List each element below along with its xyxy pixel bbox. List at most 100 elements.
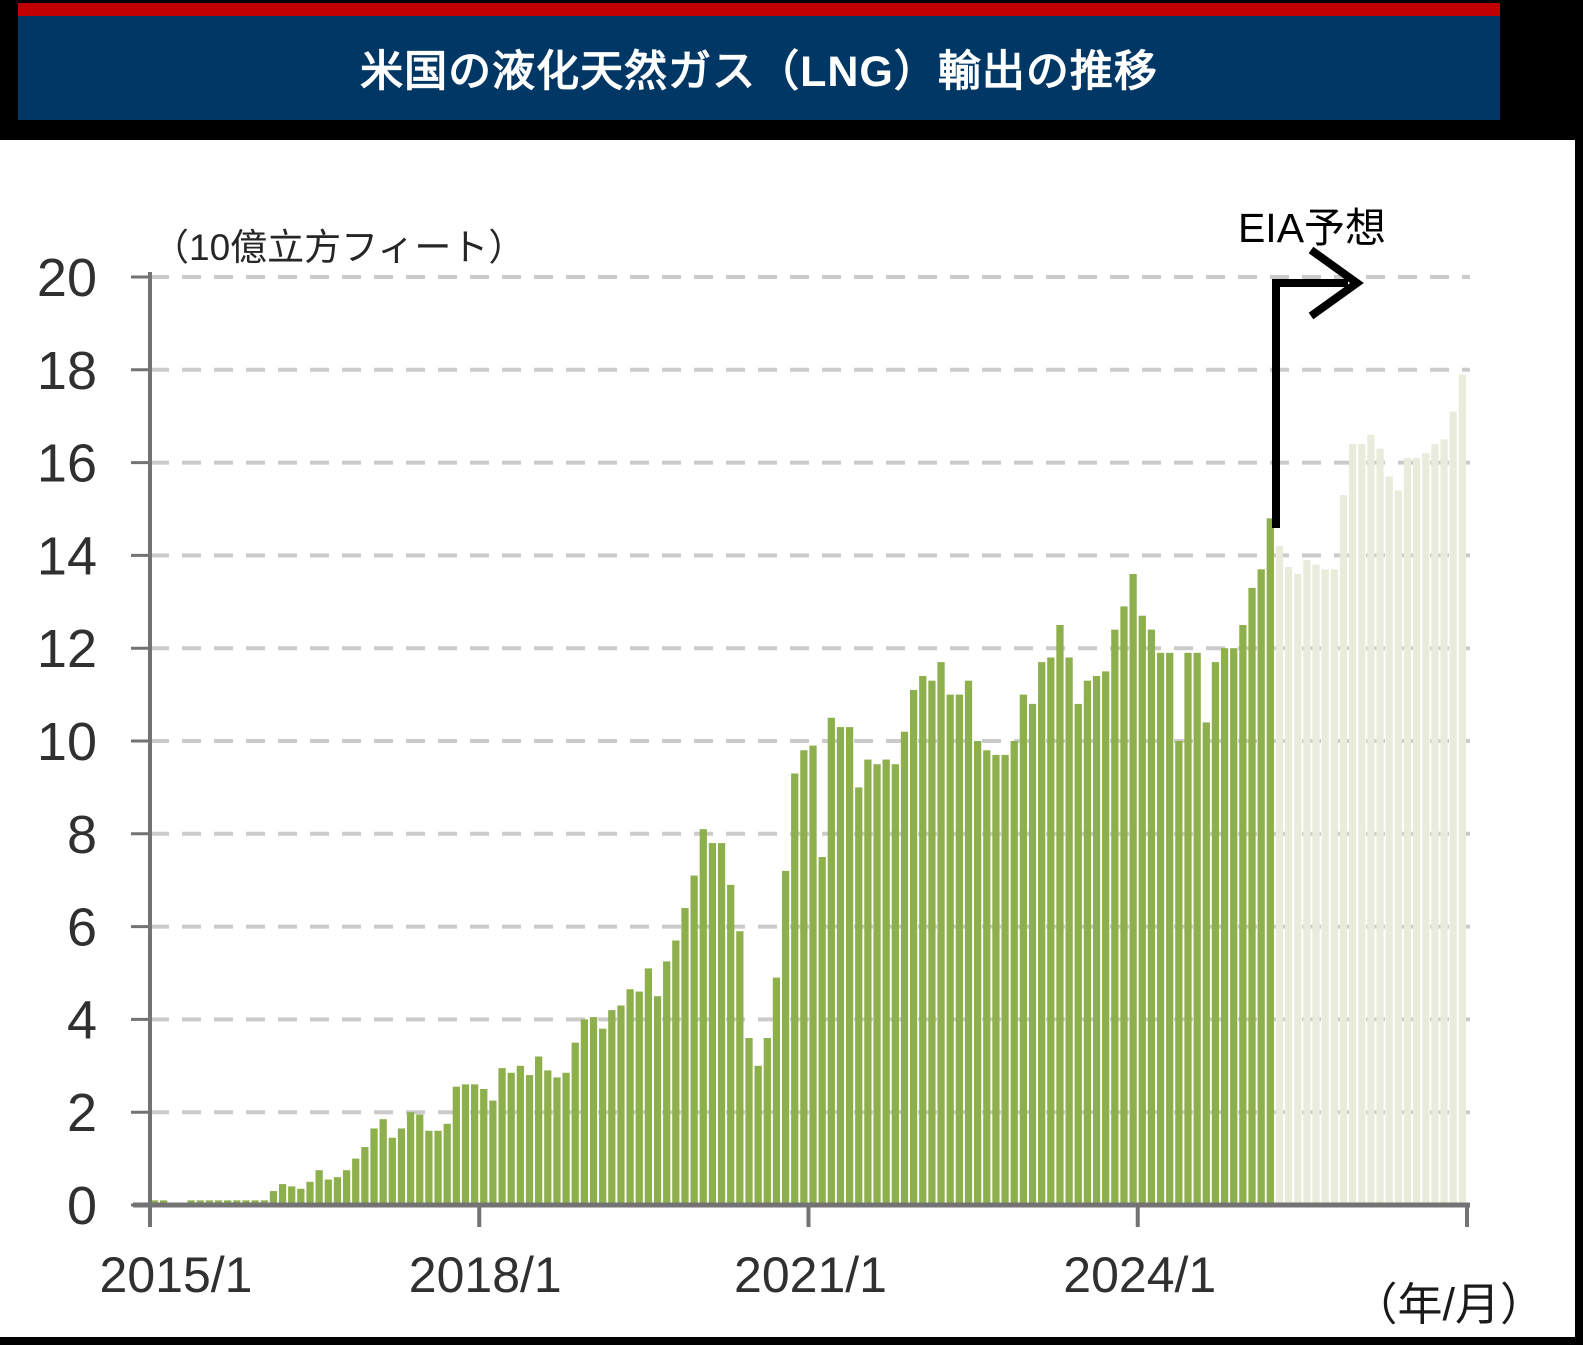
- bar-2017-7: [425, 1130, 433, 1205]
- bar-2023-11: [1120, 606, 1128, 1205]
- bar-2024-6: [1184, 652, 1192, 1205]
- bar-2017-1: [370, 1128, 378, 1205]
- y-axis-ticks: [131, 275, 150, 1207]
- bar-2017-10: [452, 1086, 460, 1205]
- bar-2022-1: [919, 676, 927, 1205]
- y-tick-label-20: 20: [37, 248, 97, 308]
- bar-2024-2: [1147, 629, 1156, 1205]
- lng-export-bar-chart: 0 2 4 6 8 10 12 14 16 18 20 2015/1 2018/1 2021/1 2024/…: [37, 205, 1545, 1330]
- bar-2024-7: [1193, 652, 1201, 1205]
- bar-2026-9: [1431, 444, 1439, 1205]
- bar-2018-6: [525, 1075, 534, 1205]
- bar-2019-12: [690, 875, 698, 1205]
- bar-2021-12: [910, 689, 918, 1205]
- bar-2020-10: [781, 870, 790, 1205]
- page-title: 米国の液化天然ガス（LNG）輸出の推移: [360, 48, 1158, 96]
- bar-2022-6: [964, 680, 973, 1205]
- bar-2023-6: [1074, 703, 1082, 1205]
- bar-2022-5: [955, 694, 963, 1205]
- bar-2020-12: [800, 750, 808, 1205]
- bar-2026-12: [1458, 374, 1466, 1205]
- bar-2022-12: [1019, 694, 1027, 1205]
- y-tick-label-10: 10: [37, 712, 97, 772]
- bar-2021-3: [827, 717, 835, 1205]
- bar-2019-5: [626, 989, 634, 1205]
- bar-2024-12: [1239, 625, 1247, 1205]
- bar-2024-10: [1220, 648, 1229, 1205]
- bar-2016-5: [297, 1188, 305, 1205]
- bar-2016-10: [342, 1170, 351, 1205]
- bar-2019-1: [589, 1017, 598, 1205]
- bar-2017-5: [406, 1112, 415, 1205]
- bar-2025-10: [1330, 569, 1338, 1205]
- bar-2023-9: [1102, 671, 1110, 1205]
- bar-2017-9: [443, 1123, 451, 1205]
- bar-2020-8: [763, 1037, 771, 1205]
- bar-2021-4: [836, 727, 845, 1205]
- bar-2022-7: [974, 741, 982, 1205]
- y-tick-label-6: 6: [67, 898, 97, 958]
- bar-2024-4: [1166, 652, 1174, 1205]
- bar-2019-4: [617, 1005, 625, 1205]
- bar-2021-8: [873, 764, 881, 1205]
- bar-2022-9: [992, 754, 1000, 1205]
- bar-2021-1: [809, 745, 817, 1205]
- bar-2020-7: [754, 1065, 762, 1205]
- bar-2021-9: [882, 759, 890, 1205]
- y-tick-label-12: 12: [37, 619, 97, 679]
- bar-2018-2: [489, 1100, 497, 1205]
- bar-2022-10: [1001, 754, 1009, 1205]
- bar-2017-6: [416, 1114, 424, 1205]
- bar-2022-11: [1010, 741, 1018, 1205]
- bar-2019-3: [608, 1010, 616, 1205]
- bar-2019-11: [681, 908, 689, 1205]
- bar-2020-11: [791, 773, 799, 1205]
- y-tick-label-0: 0: [67, 1176, 97, 1236]
- bar-2024-8: [1202, 722, 1210, 1205]
- y-tick-label-2: 2: [67, 1083, 97, 1143]
- bar-2026-3: [1376, 448, 1384, 1205]
- y-tick-label-8: 8: [67, 805, 97, 865]
- bar-2016-9: [333, 1177, 342, 1205]
- chart-panel: 0 2 4 6 8 10 12 14 16 18 20 2015/1 2018/1 2021/1 2024/…: [0, 140, 1575, 1337]
- bar-2016-12: [361, 1147, 369, 1205]
- bar-2026-4: [1385, 476, 1393, 1205]
- bar-2018-4: [507, 1072, 515, 1205]
- bar-2018-3: [498, 1068, 506, 1205]
- bar-2020-9: [772, 977, 781, 1205]
- bar-2023-3: [1047, 657, 1055, 1205]
- y-tick-label-18: 18: [37, 341, 97, 401]
- x-tick-label-2015/1: 2015/1: [100, 1247, 253, 1303]
- bar-2019-8: [653, 996, 662, 1205]
- bar-2019-10: [672, 940, 680, 1205]
- bar-2016-4: [288, 1186, 296, 1205]
- bar-2025-11: [1339, 495, 1348, 1206]
- bar-2026-8: [1422, 453, 1430, 1205]
- bar-2020-4: [727, 884, 735, 1205]
- x-axis-ticks: [148, 1205, 1469, 1227]
- bar-2017-12: [471, 1084, 479, 1205]
- x-tick-label-2021/1: 2021/1: [734, 1247, 887, 1303]
- bar-2024-5: [1175, 741, 1183, 1205]
- bar-2025-1: [1248, 587, 1256, 1205]
- bar-2021-11: [900, 731, 909, 1205]
- bar-2025-5: [1284, 567, 1293, 1205]
- bar-2019-2: [599, 1028, 607, 1205]
- bar-2017-3: [388, 1137, 396, 1205]
- header-red-stripe: [18, 3, 1500, 16]
- bar-2017-11: [461, 1084, 470, 1205]
- bar-2022-3: [937, 662, 945, 1205]
- bar-2016-11: [352, 1158, 360, 1205]
- bar-2026-10: [1440, 439, 1448, 1205]
- bar-2020-5: [736, 931, 744, 1205]
- bar-2020-1: [699, 829, 707, 1205]
- bar-2023-7: [1083, 680, 1092, 1205]
- bar-2022-8: [983, 750, 991, 1205]
- bar-2025-9: [1321, 569, 1329, 1205]
- bar-2023-5: [1065, 657, 1073, 1205]
- eia-forecast-arrow: [1272, 246, 1364, 528]
- bar-2018-12: [580, 1019, 588, 1205]
- bar-2025-4: [1275, 546, 1284, 1205]
- bar-2016-3: [278, 1184, 287, 1205]
- bar-2021-7: [864, 759, 872, 1205]
